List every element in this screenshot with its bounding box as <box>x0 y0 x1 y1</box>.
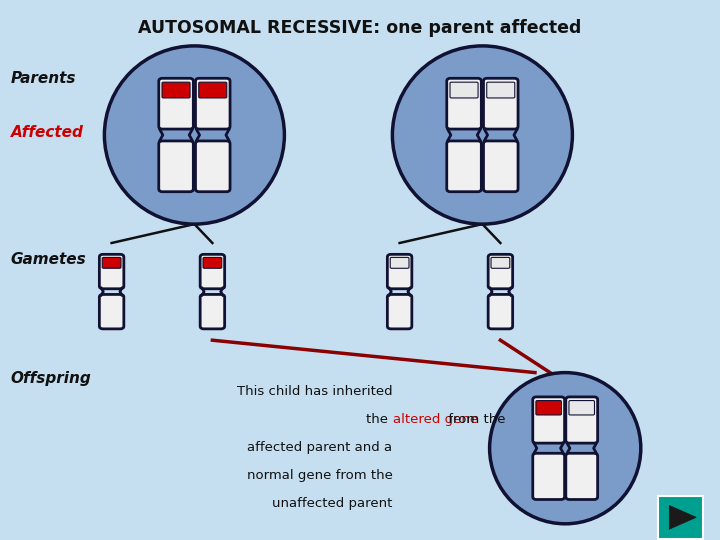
FancyBboxPatch shape <box>159 141 193 192</box>
FancyBboxPatch shape <box>196 141 230 192</box>
FancyBboxPatch shape <box>450 82 478 98</box>
Text: AUTOSOMAL RECESSIVE: one parent affected: AUTOSOMAL RECESSIVE: one parent affected <box>138 19 582 37</box>
Text: from the: from the <box>393 413 505 426</box>
FancyBboxPatch shape <box>566 397 598 443</box>
Text: This child has inherited: This child has inherited <box>237 385 392 398</box>
FancyBboxPatch shape <box>533 397 564 443</box>
FancyBboxPatch shape <box>200 254 225 289</box>
FancyBboxPatch shape <box>387 254 412 289</box>
Text: Offspring: Offspring <box>11 370 91 386</box>
FancyBboxPatch shape <box>446 78 482 129</box>
FancyBboxPatch shape <box>488 294 513 329</box>
Text: altered gene: altered gene <box>393 413 478 426</box>
FancyBboxPatch shape <box>491 258 510 268</box>
Text: normal gene from the: normal gene from the <box>246 469 392 482</box>
Text: affected parent and a: affected parent and a <box>247 441 392 454</box>
FancyBboxPatch shape <box>484 141 518 192</box>
Ellipse shape <box>104 46 284 224</box>
Text: Affected: Affected <box>11 125 84 140</box>
FancyBboxPatch shape <box>200 294 225 329</box>
FancyBboxPatch shape <box>99 294 124 329</box>
FancyBboxPatch shape <box>196 78 230 129</box>
Ellipse shape <box>392 46 572 224</box>
FancyBboxPatch shape <box>566 453 598 500</box>
Polygon shape <box>670 505 696 529</box>
FancyBboxPatch shape <box>390 258 409 268</box>
Text: Gametes: Gametes <box>11 252 86 267</box>
FancyBboxPatch shape <box>487 82 515 98</box>
Text: Parents: Parents <box>11 71 76 86</box>
Text: unaffected parent: unaffected parent <box>272 497 392 510</box>
FancyBboxPatch shape <box>199 82 227 98</box>
FancyBboxPatch shape <box>488 254 513 289</box>
FancyBboxPatch shape <box>99 254 124 289</box>
FancyBboxPatch shape <box>102 258 121 268</box>
FancyBboxPatch shape <box>387 294 412 329</box>
FancyBboxPatch shape <box>203 258 222 268</box>
FancyBboxPatch shape <box>484 78 518 129</box>
FancyBboxPatch shape <box>569 401 595 415</box>
FancyBboxPatch shape <box>536 401 562 415</box>
Text: the: the <box>366 413 392 426</box>
FancyBboxPatch shape <box>162 82 190 98</box>
FancyBboxPatch shape <box>446 141 482 192</box>
Ellipse shape <box>490 373 641 524</box>
FancyBboxPatch shape <box>533 453 564 500</box>
FancyBboxPatch shape <box>159 78 193 129</box>
FancyBboxPatch shape <box>658 496 703 538</box>
